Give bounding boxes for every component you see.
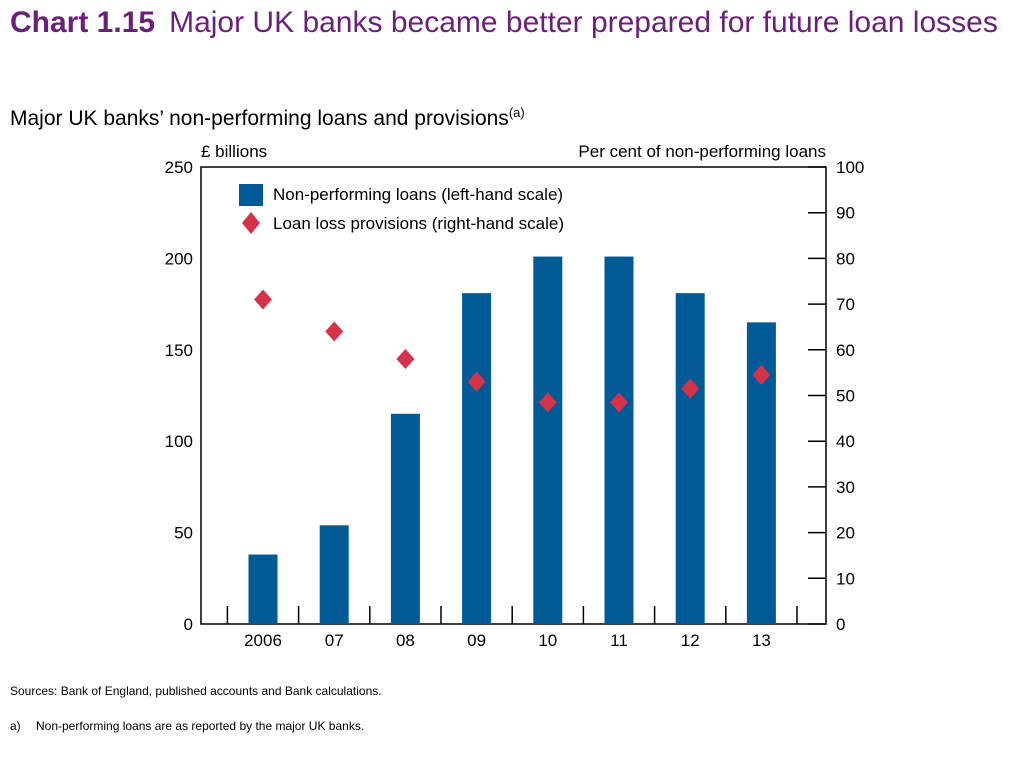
bar: [675, 293, 705, 624]
footnote-text: Non-performing loans are as reported by …: [36, 719, 365, 733]
legend-bar-label: Non-performing loans (left-hand scale): [273, 185, 563, 204]
right-tick-label: 80: [836, 249, 855, 268]
diamond-marker: [610, 392, 628, 413]
subtitle-note-marker: (a): [508, 105, 525, 120]
bar: [533, 256, 563, 624]
chart-title-text: Major UK banks became better prepared fo…: [169, 6, 998, 39]
x-tick-label: 13: [752, 631, 771, 650]
left-tick-label: 50: [174, 524, 193, 543]
diamond-marker: [325, 321, 344, 342]
bar: [319, 525, 349, 624]
right-tick-label: 10: [836, 569, 855, 588]
x-tick-label: 07: [325, 631, 344, 650]
sources-note: Sources: Bank of England, published acco…: [10, 684, 382, 698]
x-tick-label: 10: [538, 631, 557, 650]
left-tick-label: 250: [165, 158, 193, 177]
footnote-marker: a): [10, 719, 21, 733]
x-tick-label: 08: [396, 631, 415, 650]
bar: [390, 413, 420, 624]
diamonds-group: [254, 289, 771, 413]
right-tick-label: 40: [836, 432, 855, 451]
chart-subtitle: Major UK banks’ non-performing loans and…: [10, 100, 525, 132]
footnote: a) Non-performing loans are as reported b…: [10, 719, 364, 733]
bar: [462, 293, 492, 624]
right-tick-label: 50: [836, 387, 855, 406]
legend-bar-swatch: [239, 184, 263, 206]
diamond-marker: [681, 378, 700, 399]
chart-title: Chart 1.15 Major UK banks became better p…: [10, 4, 1010, 42]
left-tick-label: 0: [184, 615, 193, 634]
right-ticks: [808, 166, 826, 625]
x-tick-label: 11: [610, 631, 628, 650]
right-tick-label: 70: [836, 295, 855, 314]
diamond-marker: [254, 289, 272, 310]
diamond-marker: [752, 364, 771, 385]
right-tick-label: 100: [836, 158, 864, 177]
legend-diamond-swatch: [242, 212, 260, 234]
diamond-marker: [538, 392, 557, 413]
x-tick-label: 09: [467, 631, 486, 650]
bar: [248, 554, 278, 624]
left-tick-label: 150: [165, 341, 193, 360]
diamond-marker: [396, 348, 415, 369]
legend-diamond-label: Loan loss provisions (right-hand scale): [273, 214, 564, 233]
diamond-marker: [467, 371, 486, 392]
bars-group: [248, 256, 776, 624]
right-tick-label: 0: [836, 615, 845, 634]
right-tick-label: 60: [836, 341, 855, 360]
right-axis-label: Per cent of non-performing loans: [578, 142, 826, 161]
bar: [604, 256, 634, 624]
right-tick-label: 30: [836, 478, 855, 497]
right-tick-label: 90: [836, 204, 855, 223]
x-tick-label: 12: [681, 631, 700, 650]
chart-subtitle-text: Major UK banks’ non-performing loans and…: [10, 107, 509, 130]
left-tick-label: 100: [165, 432, 193, 451]
x-tick-label: 2006: [244, 631, 282, 650]
left-axis-label: £ billions: [201, 142, 267, 161]
right-tick-label: 20: [836, 524, 855, 543]
left-tick-label: 200: [165, 249, 193, 268]
chart-number: Chart 1.15: [10, 6, 156, 39]
plot-frame: [200, 166, 827, 625]
x-ticks: [226, 606, 798, 624]
tick-labels-group: 0 50 100 150 200 250 0 10 20 30 40 50 60 70 80 90 100 200…: [165, 158, 865, 650]
